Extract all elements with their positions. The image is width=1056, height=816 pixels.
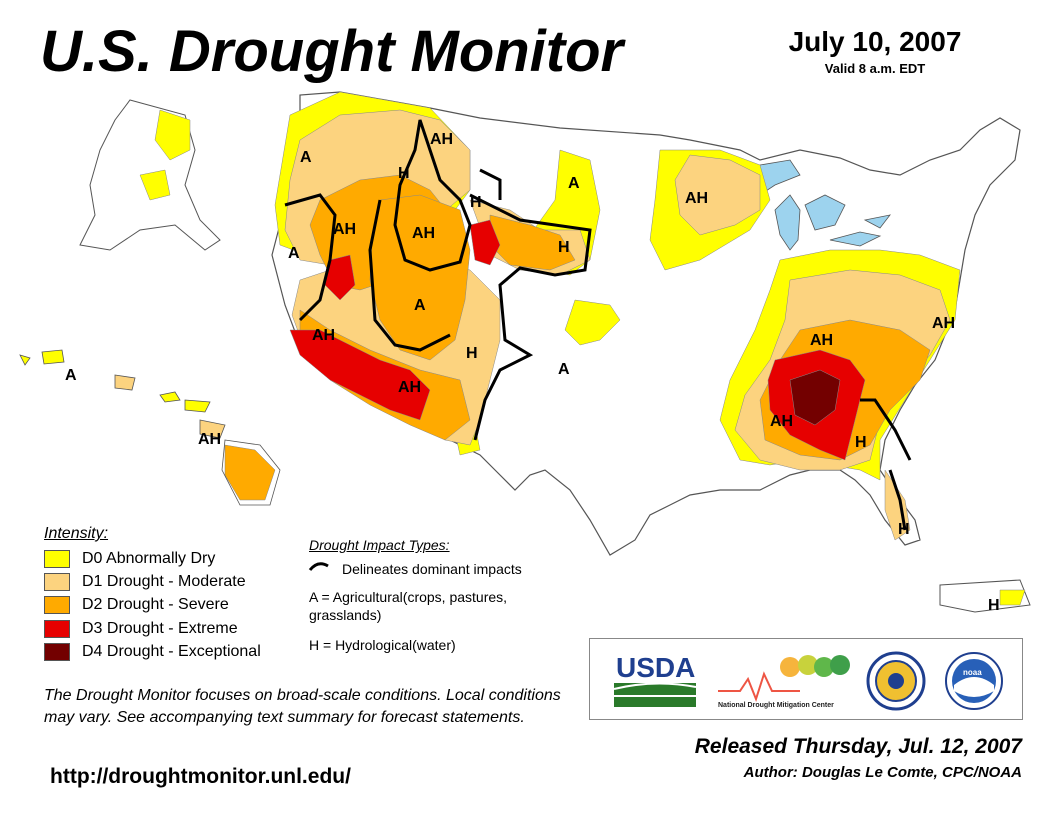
- great-lakes: [729, 159, 891, 251]
- impact-hydrological: H = Hydrological(water): [309, 637, 456, 653]
- legend-item-d2: D2 Drought - Severe: [44, 594, 229, 616]
- impact-line-glyph: [308, 562, 329, 571]
- noaa-logo: noaa: [945, 652, 1003, 710]
- swatch-d2: [44, 596, 70, 614]
- legend-title: Intensity:: [44, 525, 109, 542]
- label-md-ah: AH: [932, 315, 955, 332]
- label-wa-a: A: [300, 149, 312, 166]
- impact-title: Drought Impact Types:: [309, 537, 450, 553]
- label-id-ah2: AH: [412, 225, 435, 242]
- label-ut-h: H: [466, 345, 478, 362]
- ndmc-logo: National Drought Mitigation Center: [718, 655, 850, 709]
- page-title: U.S. Drought Monitor: [40, 19, 624, 84]
- doc-seal: [866, 651, 926, 711]
- label-tn-ah: AH: [810, 332, 833, 349]
- label-pr-h: H: [988, 597, 1000, 614]
- legend-item-d4: D4 Drought - Exceptional: [44, 641, 261, 663]
- legend-label: D3 Drought - Extreme: [82, 620, 238, 637]
- partner-logos: USDA National Drought Mitigation Center …: [589, 638, 1023, 720]
- website-url[interactable]: http://droughtmonitor.unl.edu/: [50, 765, 351, 788]
- disclaimer-note: The Drought Monitor focuses on broad-sca…: [44, 687, 561, 726]
- legend-item-d3: D3 Drought - Extreme: [44, 618, 238, 640]
- label-al-ah: AH: [770, 413, 793, 430]
- release-date: Released Thursday, Jul. 12, 2007: [694, 735, 1022, 758]
- legend-item-d0: D0 Abnormally Dry: [44, 548, 215, 570]
- valid-time: Valid 8 a.m. EDT: [824, 61, 926, 76]
- label-wy-h: H: [558, 239, 570, 256]
- map-date: July 10, 2007: [788, 26, 962, 57]
- label-mt-h2: H: [470, 194, 482, 211]
- swatch-d4: [44, 643, 70, 661]
- logos-svg: USDA National Drought Mitigation Center …: [613, 651, 1003, 711]
- label-fl-h: H: [898, 521, 910, 538]
- label-hi-ah: AH: [198, 431, 221, 448]
- swatch-d1: [44, 573, 70, 591]
- label-ga-h: H: [855, 434, 867, 451]
- swatch-d3: [44, 620, 70, 638]
- svg-text:noaa: noaa: [963, 668, 982, 677]
- svg-text:National Drought Mitigation Ce: National Drought Mitigation Center: [718, 702, 834, 709]
- impact-agricultural: A = Agricultural(crops, pastures, grassl…: [309, 589, 508, 623]
- svg-text:USDA: USDA: [616, 652, 695, 683]
- label-ca-a: A: [288, 245, 300, 262]
- legend-label: D4 Drought - Exceptional: [82, 643, 261, 660]
- legend-label: D2 Drought - Severe: [82, 596, 229, 613]
- impact-line-label: Delineates dominant impacts: [342, 561, 522, 577]
- label-mt-h: H: [398, 165, 410, 182]
- label-nv-a: A: [414, 297, 426, 314]
- label-nm-a: A: [558, 361, 570, 378]
- legend-label: D0 Abnormally Dry: [82, 550, 216, 567]
- label-nd-a: A: [568, 175, 580, 192]
- label-hi-a: A: [65, 367, 77, 384]
- label-mn-ah: AH: [685, 190, 708, 207]
- label-az-ah: AH: [398, 379, 421, 396]
- author: Author: Douglas Le Comte, CPC/NOAA: [743, 764, 1022, 781]
- label-id-ah: AH: [430, 131, 453, 148]
- legend-label: D1 Drought - Moderate: [82, 573, 246, 590]
- label-or-ah: AH: [333, 221, 356, 238]
- usda-logo: USDA: [613, 652, 697, 707]
- label-ca-ah: AH: [312, 327, 335, 344]
- legend-item-d1: D1 Drought - Moderate: [44, 571, 246, 593]
- swatch-d0: [44, 550, 70, 568]
